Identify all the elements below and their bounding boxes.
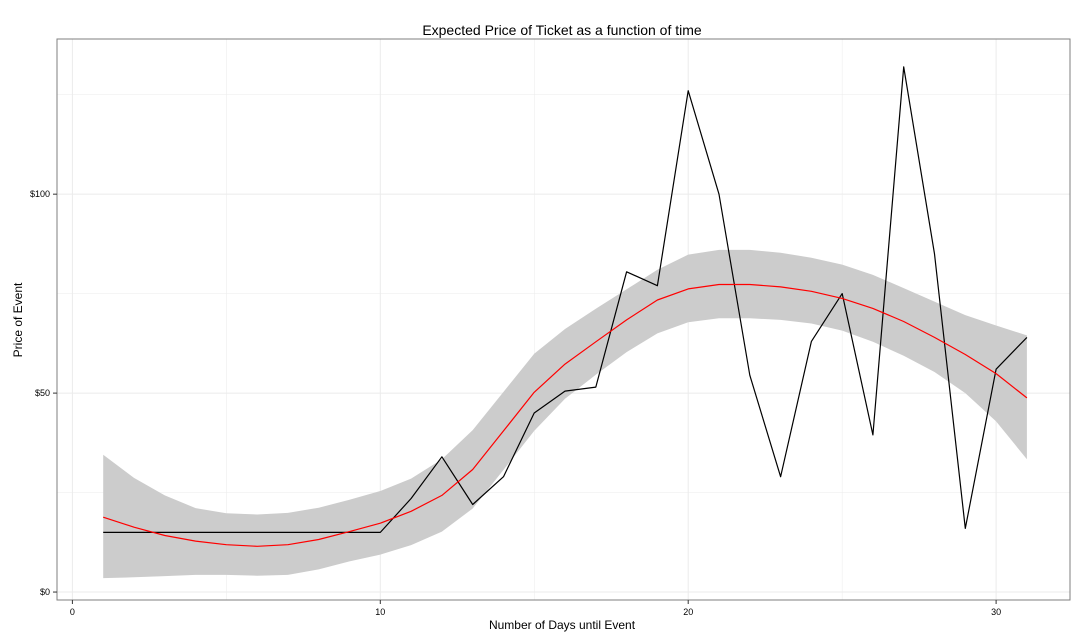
y-tick-label: $100	[30, 189, 50, 199]
confidence-band-layer	[103, 249, 1027, 579]
y-axis-label: Price of Event	[11, 282, 25, 357]
y-tick-label: $0	[40, 587, 50, 597]
gridlines	[57, 39, 1070, 600]
price-series-line	[103, 66, 1028, 534]
x-axis-label: Number of Days until Event	[489, 618, 636, 632]
series-lines-layer	[103, 66, 1028, 547]
panel-border	[56, 38, 1071, 601]
confidence-band	[103, 249, 1027, 579]
x-tick-label: 0	[70, 607, 75, 617]
x-tick-label: 10	[375, 607, 385, 617]
x-tick-label: 30	[991, 607, 1001, 617]
smoothed-trend-line	[103, 283, 1028, 547]
y-tick-label: $50	[35, 388, 50, 398]
axes-layer: 0 10 20 30 $0 $50 $100	[30, 38, 1071, 617]
chart-title: Expected Price of Ticket as a function o…	[422, 22, 702, 38]
x-tick-label: 20	[683, 607, 693, 617]
